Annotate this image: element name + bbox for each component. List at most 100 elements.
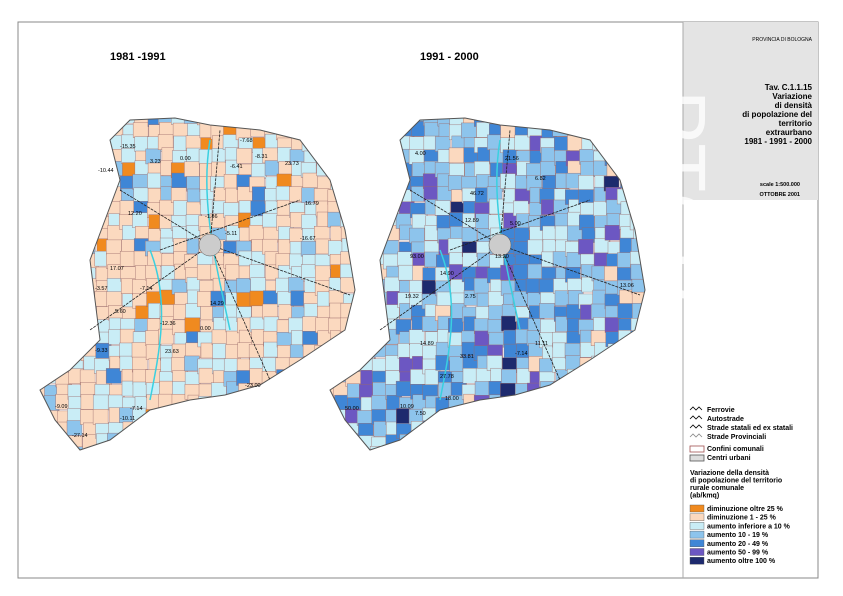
municipality — [512, 264, 529, 280]
municipality — [540, 318, 556, 335]
municipality — [236, 278, 252, 294]
area-label: 14.89 — [420, 341, 434, 347]
municipality — [435, 355, 451, 371]
municipality — [171, 279, 188, 295]
municipality — [501, 315, 517, 332]
municipality — [251, 163, 267, 179]
area-label: -7.14 — [130, 406, 143, 412]
municipality — [196, 264, 213, 280]
municipality — [423, 186, 440, 202]
area-label: -7.68 — [240, 138, 253, 144]
area-label: 18.00 — [445, 396, 459, 402]
municipality — [590, 303, 607, 320]
municipality — [92, 409, 109, 425]
legend-swatch — [689, 548, 705, 556]
agency: PROVINCIA DI BOLOGNA — [752, 37, 812, 43]
municipality — [66, 420, 83, 436]
municipality — [222, 134, 239, 150]
line-symbol — [689, 454, 705, 462]
area-label: -8.31 — [255, 154, 268, 160]
municipality — [474, 381, 491, 397]
area-label: 33.81 — [460, 354, 474, 360]
municipality — [384, 276, 400, 293]
municipality — [250, 277, 266, 293]
municipality — [132, 122, 149, 138]
municipality — [236, 148, 252, 164]
municipality — [105, 368, 122, 384]
municipality — [302, 316, 318, 332]
municipality — [473, 277, 490, 294]
area-label: 23.63 — [165, 349, 179, 355]
legend-label: Centri urbani — [707, 455, 751, 462]
municipality — [539, 303, 555, 319]
municipality — [448, 175, 464, 191]
municipality — [538, 278, 555, 295]
municipality — [514, 134, 530, 151]
header-panel — [683, 22, 818, 200]
legend-title: (ab/kmq) — [690, 493, 719, 500]
area-label: 14.90 — [440, 271, 454, 277]
municipality — [474, 330, 490, 347]
area-label: 50.00 — [345, 406, 359, 412]
legend-label: aumento 50 - 99 % — [707, 550, 769, 557]
area-label: 0.00 — [180, 156, 191, 162]
municipality — [184, 161, 200, 177]
city — [198, 233, 222, 257]
line-symbol — [689, 424, 703, 429]
municipality — [133, 187, 149, 204]
area-label: 23.73 — [285, 161, 299, 167]
area-label: 13.06 — [620, 283, 634, 289]
area-label: 7.50 — [415, 411, 426, 417]
header-line: Variazione — [772, 92, 812, 101]
legend-label: aumento oltre 100 % — [707, 558, 776, 565]
area-label: -9.09 — [55, 404, 68, 410]
area-label: 12.20 — [128, 211, 142, 217]
municipality — [409, 227, 425, 244]
legend-label: aumento 10 - 19 % — [707, 532, 769, 539]
area-label: -12.36 — [160, 321, 176, 327]
municipality — [594, 238, 610, 254]
area-label: 11.11 — [535, 341, 548, 347]
municipality — [198, 367, 215, 384]
municipality — [604, 225, 621, 241]
area-label: 2.75 — [465, 294, 476, 300]
line-symbol — [689, 415, 703, 420]
area-label: -10.11 — [120, 416, 135, 422]
municipality — [424, 369, 441, 385]
municipality — [422, 316, 438, 332]
municipality — [158, 328, 174, 345]
area-label: 12.89 — [465, 218, 479, 224]
municipality — [264, 160, 281, 176]
municipality — [132, 174, 148, 190]
header-line: 1981 - 1991 - 2000 — [744, 137, 812, 146]
municipality — [121, 148, 137, 164]
municipality — [449, 212, 465, 228]
legend-label: diminuzione 1 - 25 % — [707, 515, 777, 522]
area-label: 46.72 — [470, 191, 484, 197]
municipality — [501, 369, 517, 385]
municipality — [119, 328, 136, 345]
date: OTTOBRE 2001 — [759, 192, 800, 198]
map-title: 1981 -1991 — [110, 51, 166, 63]
municipality — [527, 239, 543, 256]
legend-title: Variazione della densità — [690, 470, 769, 477]
municipality — [424, 122, 440, 138]
municipality — [302, 331, 318, 347]
area-label: 21.56 — [505, 156, 519, 162]
municipality — [421, 280, 438, 296]
area-label: 19.32 — [405, 294, 419, 300]
area-label: 17.07 — [110, 266, 124, 272]
header-line: di popolazione del — [742, 110, 812, 119]
area-label: 5.00 — [510, 221, 521, 227]
area-label: -9.33 — [95, 348, 108, 354]
legend-label: diminuzione oltre 25 % — [707, 506, 784, 513]
municipality — [461, 122, 477, 139]
line-symbol — [689, 433, 703, 438]
municipality — [236, 292, 253, 308]
municipality — [578, 239, 594, 255]
scale: scale 1:500.000 — [760, 182, 800, 188]
legend-title: di popolazione del territorio — [690, 478, 782, 485]
municipality — [106, 291, 123, 307]
area-label: 0.00 — [200, 326, 211, 332]
area-label: -6.41 — [230, 164, 243, 170]
